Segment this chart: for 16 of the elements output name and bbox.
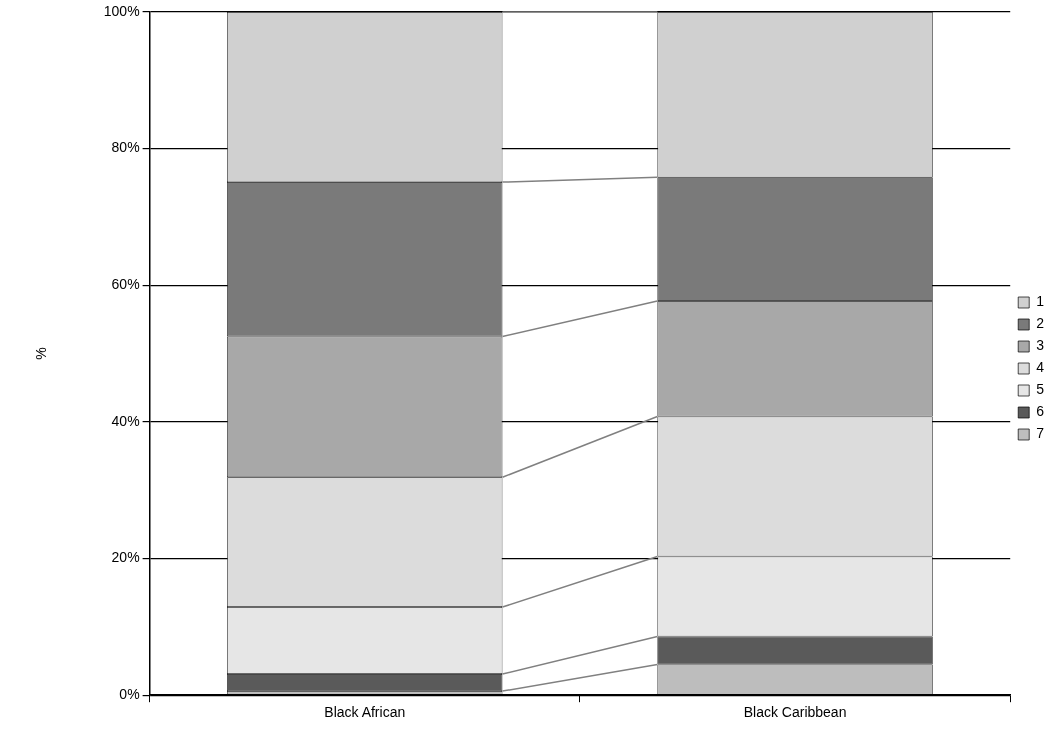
legend-label: 2: [1036, 315, 1045, 332]
x-tick-label: Black African: [324, 704, 406, 721]
y-tick-label: 40%: [111, 412, 140, 429]
y-tick-label: 60%: [111, 276, 140, 293]
y-axis-title: %: [33, 347, 50, 360]
y-tick-label: 0%: [119, 686, 140, 703]
legend-label: 6: [1036, 403, 1045, 420]
y-tick-label: 80%: [111, 139, 140, 156]
legend-label: 5: [1036, 381, 1045, 398]
legend-label: 7: [1036, 425, 1045, 442]
legend-label: 4: [1036, 359, 1045, 376]
x-tick-label: Black Caribbean: [743, 704, 847, 721]
legend-label: 1: [1036, 293, 1045, 310]
legend-label: 3: [1036, 337, 1045, 354]
y-tick-label: 100%: [103, 2, 140, 19]
y-tick-label: 20%: [111, 549, 140, 566]
